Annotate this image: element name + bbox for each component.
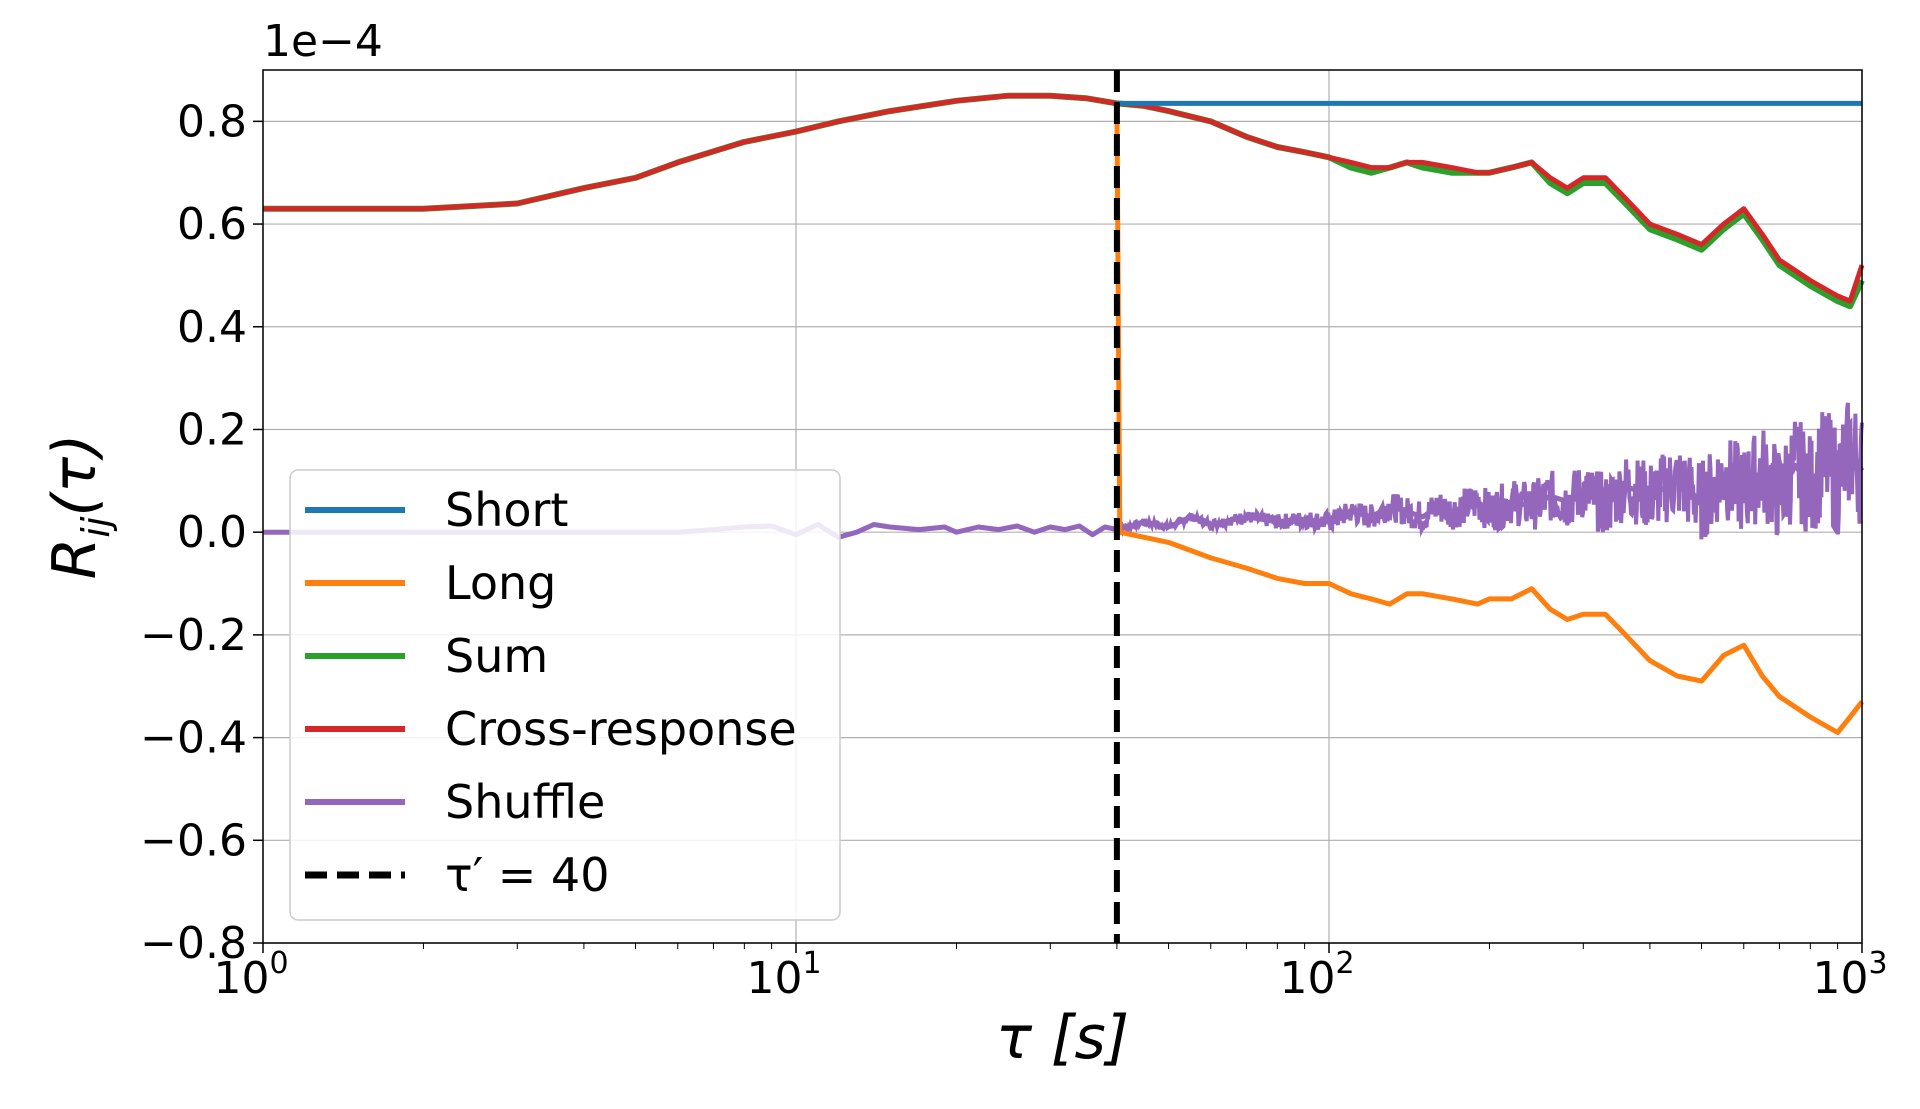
legend-label: Sum [445, 629, 548, 683]
series-line-shuffle-noise [1115, 402, 1864, 540]
x-tick-label: 102 [1279, 946, 1354, 1004]
y-tick-label: 0.8 [177, 96, 247, 147]
legend-box [289, 469, 841, 921]
legend-label: Shuffle [445, 775, 605, 829]
y-offset-label: 1e−4 [263, 16, 383, 67]
legend-label: τ′ = 40 [445, 848, 609, 902]
y-tick-label: 0.4 [177, 302, 247, 353]
legend-label: Cross-response [445, 702, 797, 756]
legend-label: Short [445, 483, 568, 537]
y-tick-label: 0.0 [177, 507, 247, 558]
x-tick-label: 100 [213, 946, 288, 1004]
legend: Short Long Sum Cross-response Shuffle τ′ = 40 [289, 469, 841, 921]
series-line-long [1114, 103, 1864, 735]
series-line-sum [263, 92, 1865, 310]
y-axis-label: Rij(τ) [40, 434, 118, 580]
x-tick-label: 103 [1812, 946, 1887, 1004]
y-tick-label: −0.2 [140, 610, 247, 661]
y-tick-label: 0.2 [177, 404, 247, 455]
y-tick-label: 0.6 [177, 199, 247, 250]
y-tick-label: −0.6 [140, 815, 247, 866]
x-tick-label: 101 [746, 946, 821, 1004]
legend-label: Long [445, 556, 556, 610]
series-line-cross-response [263, 93, 1865, 304]
y-tick-label: −0.8 [140, 918, 247, 969]
plot-frame [262, 69, 1863, 944]
y-tick-label: −0.4 [140, 713, 247, 764]
y-axis-ticks: −0.8 −0.6 −0.4 −0.2 0.0 0.2 0.4 0.6 0.8 [140, 96, 263, 969]
x-axis-ticks: 100 101 102 103 [213, 943, 1888, 1004]
x-axis-label: τ [s] [996, 1003, 1129, 1073]
